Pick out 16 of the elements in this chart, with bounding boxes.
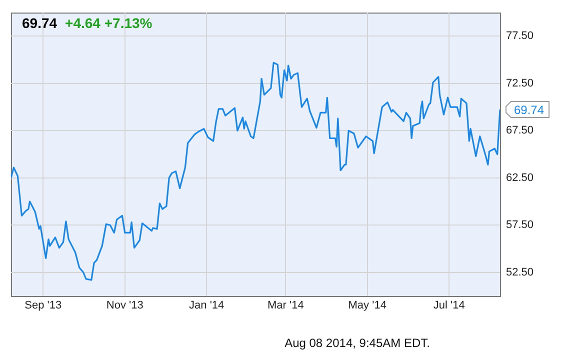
chart-title: 69.74 bbox=[22, 15, 58, 31]
x-tick-label: May '14 bbox=[348, 300, 386, 312]
y-tick-label: 72.50 bbox=[506, 77, 534, 90]
x-tick-label: Mar '14 bbox=[267, 300, 304, 312]
chart-subtitle: +4.64 +7.13% bbox=[65, 15, 152, 31]
x-tick-label: Nov '13 bbox=[106, 300, 144, 312]
x-tick-label: Sep '13 bbox=[24, 300, 62, 312]
x-tick-label: Jan '14 bbox=[189, 300, 224, 312]
y-tick-label: 67.50 bbox=[506, 124, 534, 137]
y-tick-label: 52.50 bbox=[506, 266, 534, 278]
y-tick-label: 62.50 bbox=[506, 172, 534, 184]
y-tick-label: 77.50 bbox=[506, 30, 534, 42]
annotation: 69.74 bbox=[514, 102, 544, 117]
y-tick-label: 57.50 bbox=[506, 219, 534, 232]
x-tick-label: Jul '14 bbox=[433, 300, 465, 312]
text: Aug 08 2014, 9:45AM EDT. bbox=[284, 336, 430, 350]
